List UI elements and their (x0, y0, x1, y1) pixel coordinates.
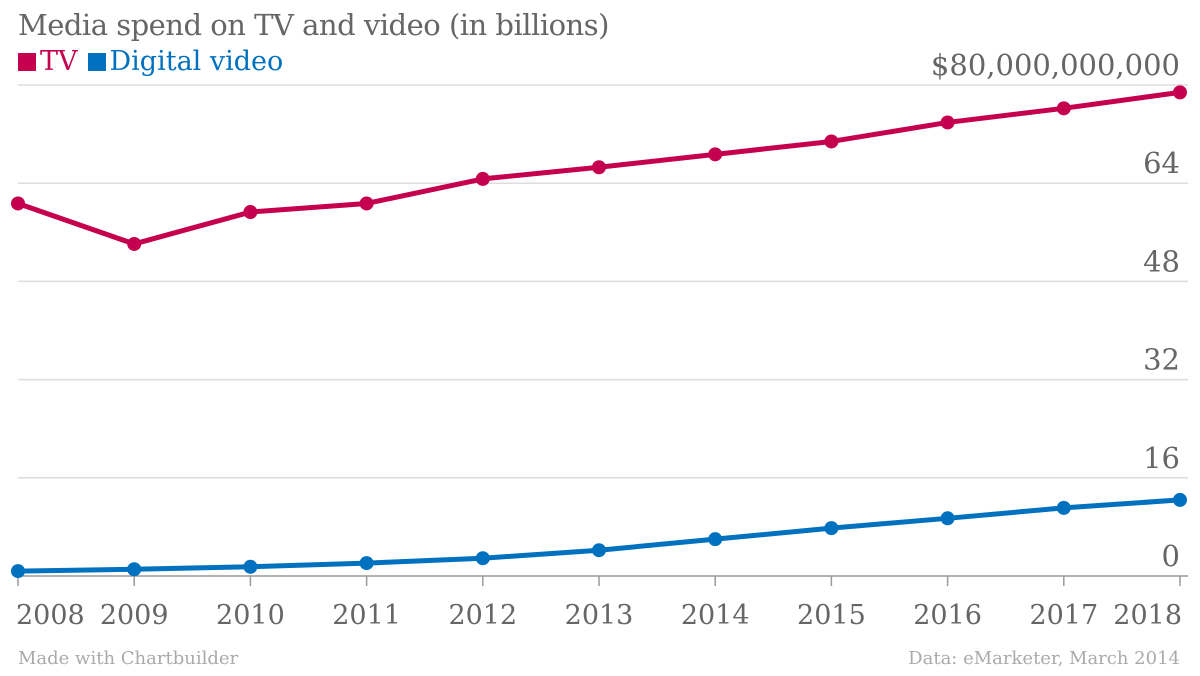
x-tick-label: 2009 (100, 600, 169, 631)
data-point-tv (1056, 101, 1071, 116)
x-tick-label: 2011 (332, 600, 401, 631)
x-tick-label: 2012 (448, 600, 517, 631)
legend-label-tv: TV (40, 46, 78, 77)
y-tick-label: 64 (1143, 146, 1180, 180)
data-point-digital-video (708, 532, 723, 547)
y-tick-label: 48 (1143, 244, 1180, 278)
x-tick-label: 2013 (565, 600, 634, 631)
data-point-tv (940, 115, 955, 130)
x-tick-label: 2014 (681, 600, 750, 631)
data-point-tv (592, 160, 606, 175)
legend-swatch-tv (18, 52, 36, 71)
legend-swatch-digital-video (87, 52, 106, 71)
x-tick-label: 2018 (1113, 600, 1182, 631)
data-point-tv (359, 196, 374, 211)
data-point-tv (11, 196, 25, 211)
x-tick-label: 2017 (1029, 600, 1098, 631)
x-tick-label: 2010 (216, 600, 285, 631)
data-point-digital-video (940, 511, 955, 526)
y-tick-label: 0 (1162, 539, 1180, 573)
x-tick-label: 2016 (913, 600, 982, 631)
data-point-digital-video (11, 564, 25, 579)
data-point-digital-video (824, 521, 839, 536)
legend-item-tv: TV (18, 46, 78, 77)
data-point-tv (824, 134, 839, 149)
legend-item-digital-video: Digital video (87, 46, 284, 77)
data-point-digital-video (243, 559, 258, 574)
x-tick-label: 2008 (16, 600, 85, 631)
data-point-tv (243, 205, 258, 220)
data-point-digital-video (1173, 492, 1187, 507)
y-tick-label: 16 (1143, 441, 1180, 475)
data-point-digital-video (592, 543, 606, 558)
legend: TV Digital video (18, 46, 283, 77)
x-tick-label: 2015 (797, 600, 866, 631)
credit-text: Made with Chartbuilder (18, 648, 239, 669)
legend-label-digital-video: Digital video (109, 46, 284, 77)
y-tick-label: 32 (1143, 343, 1180, 377)
data-point-tv (708, 147, 723, 162)
data-point-digital-video (359, 556, 374, 571)
series-line-digital-video (17, 497, 1181, 574)
data-point-tv (475, 171, 490, 186)
data-point-tv (127, 236, 142, 251)
chart-title: Media spend on TV and video (in billions… (18, 8, 609, 42)
data-point-tv (1173, 85, 1187, 100)
y-tick-label: $80,000,000,000 (931, 48, 1180, 82)
data-point-digital-video (475, 551, 490, 566)
data-point-digital-video (127, 562, 142, 577)
source-text: Data: eMarketer, March 2014 (908, 648, 1180, 669)
data-point-digital-video (1056, 500, 1071, 515)
